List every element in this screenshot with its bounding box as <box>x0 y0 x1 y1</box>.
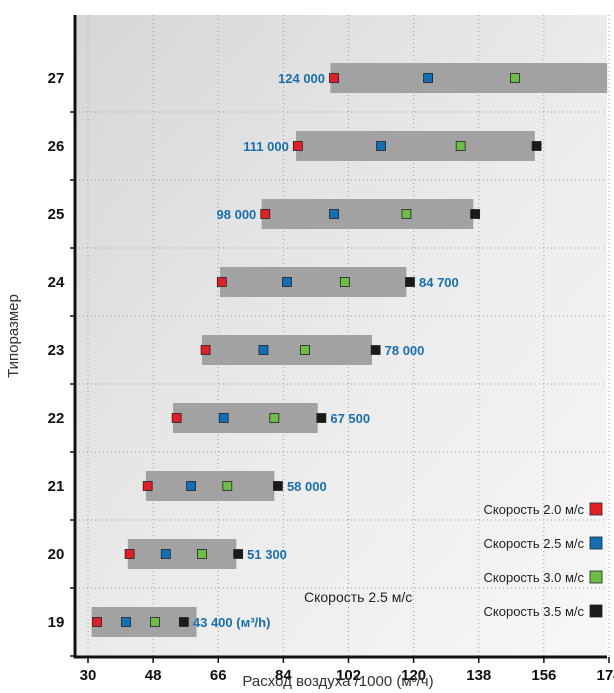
speed-marker <box>282 277 292 287</box>
y-tick-label: 20 <box>48 546 65 563</box>
value-label: 51 300 <box>247 547 287 562</box>
value-label: 124 000 <box>278 71 325 86</box>
x-tick-label: 102 <box>336 667 361 684</box>
speed-marker <box>300 345 310 355</box>
range-bars <box>91 63 608 637</box>
speed-marker <box>531 141 542 151</box>
speed-marker <box>470 209 481 219</box>
speed-marker <box>200 345 211 355</box>
y-tick-label: 24 <box>48 274 65 291</box>
x-tick-label: 66 <box>210 667 227 684</box>
x-tick-label: 30 <box>80 667 97 684</box>
speed-marker <box>233 549 244 559</box>
speed-markers <box>92 73 542 627</box>
legend-swatch <box>589 570 603 584</box>
speed-marker <box>510 73 520 83</box>
speed-marker <box>423 73 433 83</box>
speed-marker <box>370 345 381 355</box>
range-bar <box>261 199 474 229</box>
speed-marker <box>216 277 227 287</box>
legend-label: Скорость 3.0 м/с <box>484 570 585 585</box>
legend-label: Скорость 3.5 м/с <box>484 604 585 619</box>
y-tick-label: 26 <box>48 138 65 155</box>
speed-marker <box>405 277 415 287</box>
y-tick-label: 23 <box>48 342 65 359</box>
value-label: 67 500 <box>330 411 370 426</box>
speed-marker <box>92 617 102 627</box>
speed-marker <box>260 209 271 219</box>
speed-marker <box>329 209 339 219</box>
y-axis-title: Типоразмер <box>5 294 22 378</box>
x-tick-label: 84 <box>275 667 292 684</box>
legend-swatch <box>589 604 603 618</box>
legend-label: Скорость 2.0 м/с <box>484 502 585 517</box>
y-tick-label: 27 <box>48 70 65 87</box>
speed-marker <box>316 413 327 423</box>
x-tick-label: 138 <box>466 667 491 684</box>
legend: Скорость 2.0 м/с Скорость 2.5 м/с Скорость… <box>484 502 603 619</box>
value-labels: 43 400 (м³/h) 51 300 58 000 67 500 78 000 84 … <box>193 71 459 630</box>
speed-marker <box>160 549 171 559</box>
speed-marker <box>329 73 339 83</box>
value-label: 84 700 <box>419 275 459 290</box>
y-tick-label: 22 <box>48 410 65 427</box>
speed-marker <box>150 617 160 627</box>
speed-marker <box>178 617 189 627</box>
axes: 30 48 66 84 102 120 138 156 174 19 20 21 22 23 24 25 26 2… <box>48 15 614 684</box>
speed-marker <box>222 481 233 491</box>
value-label: 78 000 <box>385 343 425 358</box>
y-tick-label: 19 <box>48 614 65 631</box>
value-label: 58 000 <box>287 479 327 494</box>
speed-marker <box>273 481 283 491</box>
speed-marker <box>171 413 182 423</box>
speed-marker <box>121 617 131 627</box>
value-label: 111 000 <box>243 139 289 154</box>
legend-swatch <box>589 536 603 550</box>
y-tick-label: 21 <box>48 478 65 495</box>
speed-marker <box>186 481 197 491</box>
range-bar <box>145 471 275 501</box>
x-tick-label: 120 <box>401 667 426 684</box>
speed-marker <box>401 209 412 219</box>
x-axis-title: Расход воздуха /1000 (м³/ч) <box>242 673 433 690</box>
speed-marker <box>197 549 207 559</box>
legend-swatch <box>589 502 603 516</box>
speed-marker <box>269 413 280 423</box>
speed-note: Скорость 2.5 м/с <box>304 589 412 605</box>
x-tick-label: 156 <box>531 667 556 684</box>
speed-marker <box>142 481 153 491</box>
speed-marker <box>258 345 269 355</box>
range-bar <box>201 335 373 365</box>
speed-marker <box>455 141 466 151</box>
speed-marker <box>292 141 303 151</box>
range-bar <box>296 131 535 161</box>
x-tick-label: 174 <box>596 667 614 684</box>
value-label: 98 000 <box>217 207 257 222</box>
y-tick-label: 25 <box>48 206 65 223</box>
speed-marker <box>339 277 350 287</box>
x-tick-label: 48 <box>145 667 162 684</box>
speed-marker <box>218 413 229 423</box>
value-label: 43 400 (м³/h) <box>193 615 271 630</box>
range-bar <box>330 63 608 93</box>
speed-marker <box>376 141 386 151</box>
range-bar <box>127 539 237 569</box>
range-bar <box>220 267 407 297</box>
speed-marker <box>124 549 135 559</box>
range-bar <box>173 403 318 433</box>
legend-label: Скорость 2.5 м/с <box>484 536 585 551</box>
